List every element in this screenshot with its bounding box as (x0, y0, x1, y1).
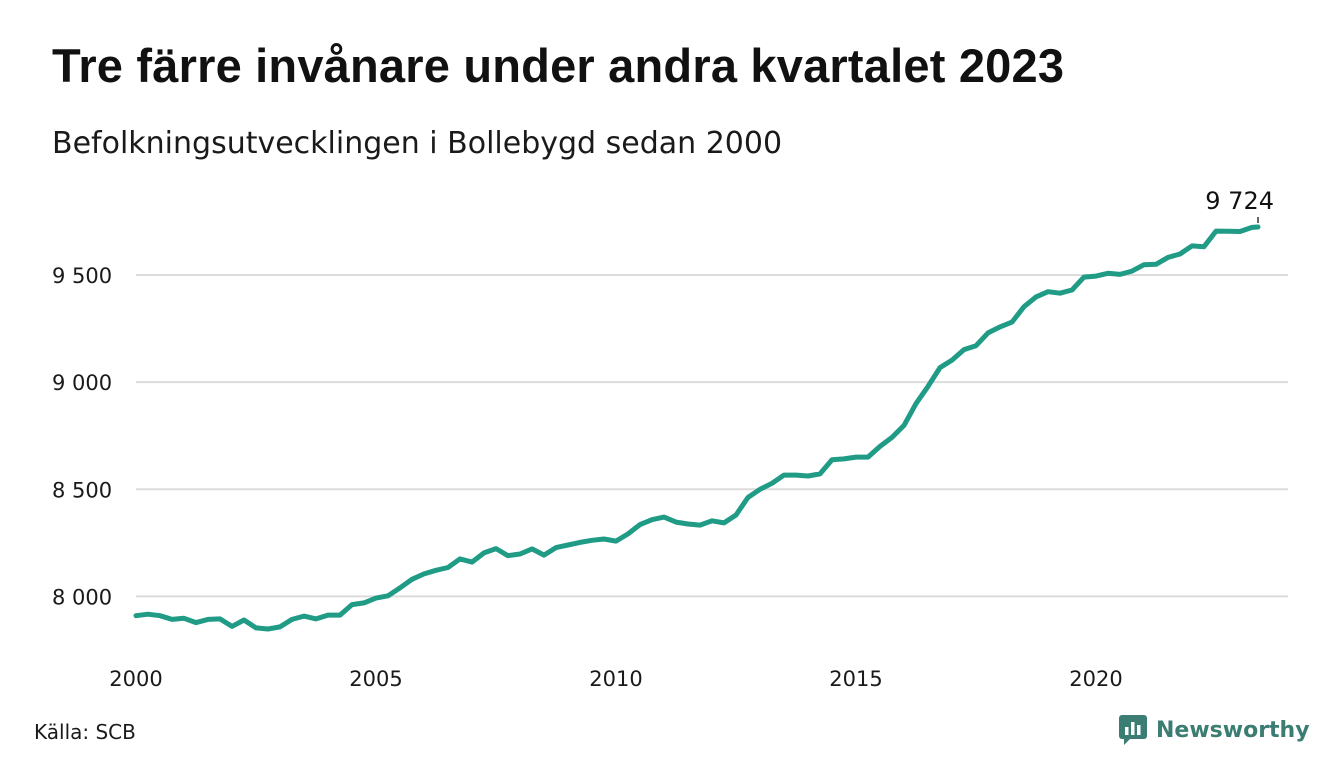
brand-name: Newsworthy (1156, 717, 1310, 743)
population-series-line (133, 224, 1261, 632)
brand-logo[interactable]: Newsworthy (1118, 714, 1310, 746)
x-tick-label: 2005 (349, 667, 402, 691)
chart-title: Tre färre invånare under andra kvartalet… (52, 39, 1065, 92)
newsworthy-logo-icon (1119, 715, 1147, 745)
x-tick-label: 2015 (829, 667, 882, 691)
y-tick-label: 8 500 (52, 478, 112, 502)
y-tick-label: 9 500 (52, 264, 112, 288)
x-tick-label: 2000 (109, 667, 162, 691)
chart-subtitle: Befolkningsutvecklingen i Bollebygd seda… (52, 126, 783, 161)
x-tick-label: 2010 (589, 667, 642, 691)
x-tick-label: 2020 (1069, 667, 1122, 691)
y-tick-label: 9 000 (52, 371, 112, 395)
source-label: Källa: SCB (34, 720, 136, 744)
last-value-label: 9 724 (1205, 187, 1274, 215)
y-tick-label: 8 000 (52, 585, 112, 609)
